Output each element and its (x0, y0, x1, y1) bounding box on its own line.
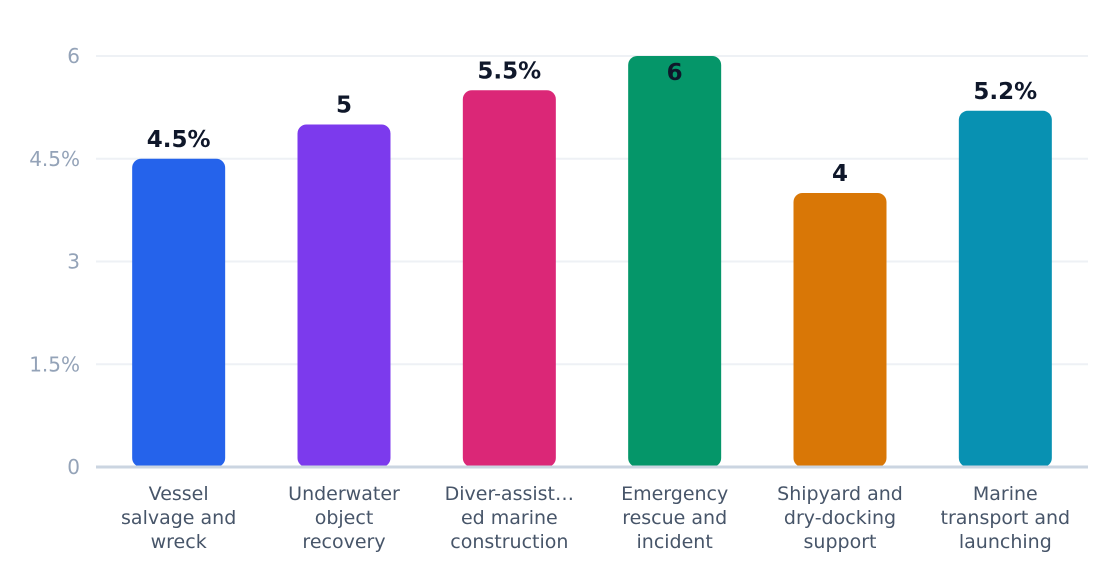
x-tick-label-line: Diver-assist… (445, 483, 574, 505)
data-label: 6 (667, 60, 683, 86)
y-tick-label: 4.5% (29, 147, 80, 171)
y-tick-label: 1.5% (29, 352, 80, 376)
x-tick-label: Marine transport and launching (941, 483, 1071, 553)
data-label: 5.5% (477, 58, 541, 84)
x-tick-label: Shipyard and dry-docking support (777, 483, 903, 553)
x-tick-label-line: recovery (302, 531, 385, 553)
x-tick-label: Vessel salvage and wreck (121, 483, 236, 553)
grid (96, 55, 1088, 366)
x-tick-label-line: launching (959, 531, 1052, 553)
y-tick-label: 0 (67, 455, 80, 479)
x-tick-label-line: rescue and (622, 507, 727, 529)
x-tick-label-line: incident (637, 531, 713, 553)
x-tick-label-line: object (315, 507, 374, 529)
x-tick-label-line: dry-docking (784, 507, 896, 529)
data-label: 4 (832, 161, 848, 187)
x-tick-label-line: Vessel (149, 483, 209, 505)
y-tick-label: 3 (67, 250, 80, 274)
x-tick-label-line: wreck (151, 531, 207, 553)
x-tick-label-line: Emergency (621, 483, 728, 505)
data-labels: 4.5% 5 5.5% 6 4 5.2% (147, 58, 1037, 187)
x-tick-label-line: ed marine (461, 507, 558, 529)
bar (958, 110, 1052, 468)
y-tick-label: 6 (67, 44, 80, 68)
x-tick-label-line: Underwater (288, 483, 400, 505)
bars (132, 56, 1052, 468)
x-tick-label: Emergency rescue and incident (621, 483, 728, 553)
x-tick-label-line: Marine (973, 483, 1038, 505)
bar (462, 90, 556, 467)
bar (132, 158, 226, 467)
data-label: 4.5% (147, 127, 211, 153)
x-tick-label-line: support (804, 531, 877, 553)
x-tick-label: Underwater object recovery (288, 483, 400, 553)
x-tick-label-line: salvage and (121, 507, 236, 529)
x-tick-label-line: Shipyard and (777, 483, 903, 505)
x-tick-label: Diver-assist… ed marine construction (445, 483, 574, 553)
y-axis-ticks: 0 1.5% 3 4.5% 6 (29, 44, 80, 479)
bar (793, 193, 887, 467)
x-tick-label-line: construction (450, 531, 568, 553)
x-tick-label-line: transport and (941, 507, 1071, 529)
bar (628, 56, 722, 467)
bar (297, 124, 391, 467)
data-label: 5.2% (973, 79, 1037, 105)
data-label: 5 (336, 93, 352, 119)
